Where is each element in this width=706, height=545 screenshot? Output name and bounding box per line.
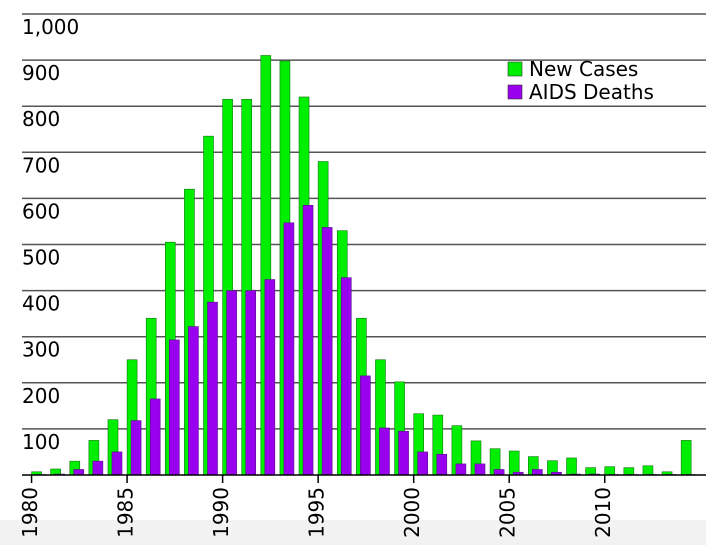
- y-tick-label: 500: [22, 246, 60, 270]
- y-tick-label: 100: [22, 430, 60, 454]
- x-tick-label: 1980: [18, 487, 42, 538]
- x-tick-label: 1985: [114, 487, 138, 538]
- x-tick-label: 1990: [209, 487, 233, 538]
- bar: [398, 430, 409, 476]
- bar: [566, 457, 577, 476]
- x-tick-label: 2005: [496, 487, 520, 538]
- bar: [264, 279, 276, 476]
- bar: [532, 469, 543, 476]
- bar: [188, 326, 199, 476]
- bar: [379, 427, 390, 476]
- legend-label: AIDS Deaths: [529, 80, 654, 104]
- bar: [207, 301, 218, 476]
- bar: [360, 375, 371, 476]
- bar: [226, 290, 237, 476]
- bar: [508, 450, 520, 476]
- bar: [283, 222, 295, 476]
- x-tick-label: 2000: [400, 487, 424, 538]
- bar: [73, 469, 85, 476]
- y-tick-label: 800: [22, 107, 60, 131]
- y-tick-label: 900: [22, 61, 60, 85]
- bottom-band: [0, 520, 706, 545]
- bar: [111, 451, 123, 476]
- legend-label: New Cases: [529, 57, 638, 81]
- bar: [92, 460, 104, 476]
- x-tick-label: 2010: [591, 487, 615, 538]
- bar: [493, 469, 505, 476]
- legend-swatch: [507, 61, 523, 77]
- bar: [436, 453, 448, 476]
- y-tick-label: 1,000: [22, 15, 79, 39]
- y-tick-label: 600: [22, 199, 60, 223]
- bar: [642, 465, 654, 476]
- bar: [474, 463, 486, 476]
- bar: [302, 205, 314, 476]
- y-tick-label: 400: [22, 292, 60, 316]
- bar: [340, 277, 352, 476]
- bar: [245, 290, 257, 476]
- bar: [149, 398, 161, 476]
- y-tick-label: 200: [22, 384, 60, 408]
- x-tick-label: 1995: [305, 487, 329, 538]
- bar: [680, 440, 692, 476]
- bar: [130, 420, 142, 476]
- bar: [604, 466, 616, 476]
- y-tick-label: 700: [22, 153, 60, 177]
- bar: [168, 339, 180, 476]
- bar: [417, 451, 428, 476]
- legend-swatch: [507, 84, 523, 100]
- bar: [321, 227, 333, 476]
- bar: [455, 463, 467, 476]
- bar: [623, 467, 635, 476]
- y-tick-label: 300: [22, 338, 60, 362]
